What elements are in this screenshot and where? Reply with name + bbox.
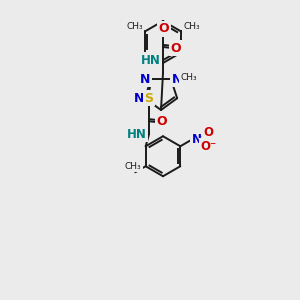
Text: CH₃: CH₃ (183, 22, 200, 31)
Text: HN: HN (127, 128, 147, 141)
Text: CH₃: CH₃ (181, 73, 197, 82)
Text: HN: HN (141, 53, 161, 67)
Text: N: N (172, 73, 182, 86)
Text: O⁻: O⁻ (200, 140, 217, 153)
Text: N: N (134, 92, 144, 105)
Text: CH₃: CH₃ (126, 22, 143, 31)
Text: O: O (171, 41, 181, 55)
Text: N⁺: N⁺ (191, 133, 208, 146)
Text: O: O (157, 115, 167, 128)
Text: O: O (159, 22, 169, 35)
Text: CH₃: CH₃ (125, 162, 142, 171)
Text: S: S (145, 92, 154, 105)
Text: O: O (203, 126, 214, 139)
Text: N: N (140, 73, 150, 86)
